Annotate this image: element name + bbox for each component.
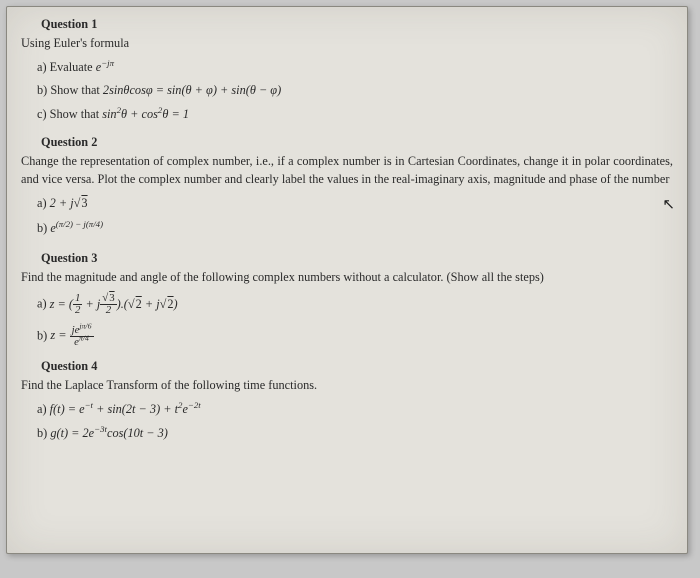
q2-b-label: b) <box>37 221 50 235</box>
q1-item-c: c) Show that sin2θ + cos2θ = 1 <box>37 106 673 124</box>
q2-b-expr: e(π/2) − j(π/4) <box>50 221 103 235</box>
q2-a-expr: 2 + j√3 <box>50 196 88 210</box>
q3-title: Question 3 <box>41 250 673 268</box>
q3-a-expr: z = (12 + j√32).(√2 + j√2) <box>50 297 178 311</box>
q1-item-a: a) Evaluate e−jπ <box>37 59 673 77</box>
q4-item-b: b) g(t) = 2e−3tcos(10t − 3) <box>37 425 673 443</box>
q1-item-b: b) Show that 2sinθcosφ = sin(θ + φ) + si… <box>37 82 673 100</box>
q1-a-label: a) Evaluate <box>37 60 96 74</box>
q1-b-expr: 2sinθcosφ = sin(θ + φ) + sin(θ − φ) <box>103 83 281 97</box>
cursor-icon: ↖ <box>662 195 675 217</box>
q3-item-a: a) z = (12 + j√32).(√2 + j√2) <box>37 293 673 317</box>
q3-item-b: b) z = jejπ/6eπ/4 <box>37 325 673 349</box>
q2-item-a: a) 2 + j√3 <box>37 195 673 213</box>
q3-b-label: b) <box>37 328 50 342</box>
q4-item-a: a) f(t) = e−t + sin(2t − 3) + t2e−2t <box>37 401 673 419</box>
q4-b-label: b) <box>37 426 50 440</box>
q2-a-label: a) <box>37 196 50 210</box>
q3-b-expr: z = jejπ/6eπ/4 <box>50 328 93 342</box>
q1-title: Question 1 <box>41 16 673 34</box>
q1-c-expr: sin2θ + cos2θ = 1 <box>102 107 189 121</box>
q1-b-label: b) Show that <box>37 83 103 97</box>
q3-a-label: a) <box>37 297 50 311</box>
q2-item-b: b) e(π/2) − j(π/4) <box>37 220 673 238</box>
q4-intro: Find the Laplace Transform of the follow… <box>21 377 673 395</box>
q1-intro: Using Euler's formula <box>21 35 673 53</box>
q4-a-expr: f(t) = e−t + sin(2t − 3) + t2e−2t <box>50 402 201 416</box>
q1-a-expr: e−jπ <box>96 60 114 74</box>
q1-c-label: c) Show that <box>37 107 102 121</box>
q3-intro: Find the magnitude and angle of the foll… <box>21 269 673 287</box>
q4-b-expr: g(t) = 2e−3tcos(10t − 3) <box>50 426 168 440</box>
q4-a-label: a) <box>37 402 50 416</box>
q2-title: Question 2 <box>41 134 673 152</box>
worksheet-paper: Question 1 Using Euler's formula a) Eval… <box>6 6 688 554</box>
q2-intro: Change the representation of complex num… <box>21 153 673 189</box>
q4-title: Question 4 <box>41 358 673 376</box>
